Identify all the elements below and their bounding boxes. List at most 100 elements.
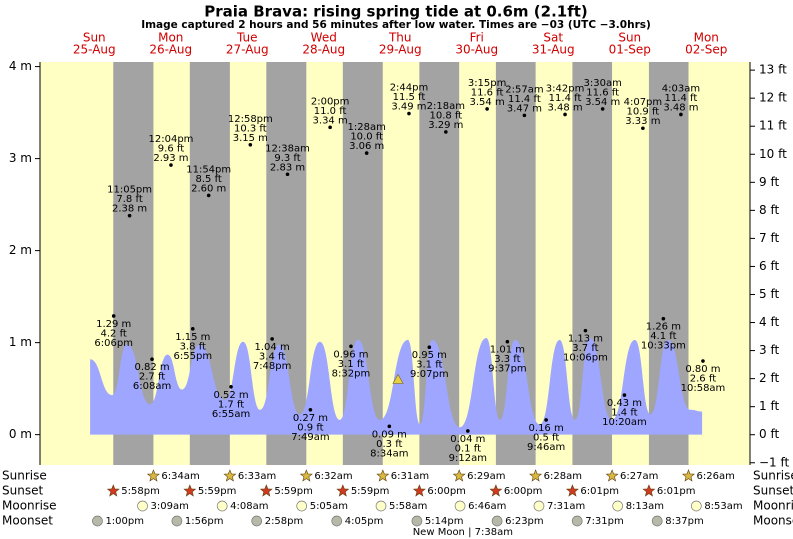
moonset-icon: [571, 515, 583, 527]
sunrise-icon: [146, 469, 160, 482]
tide-ft: 11.4 ft: [665, 93, 698, 104]
tide-time: 3:42pm: [546, 83, 585, 94]
tide-point: [308, 407, 313, 412]
day-name: Thu: [388, 31, 412, 45]
tide-ft: 10.0 ft: [350, 132, 383, 143]
row-label: Sunrise: [2, 469, 47, 483]
sunset-time: 5:59pm: [351, 486, 390, 497]
moonset-time: 8:37pm: [665, 516, 704, 527]
day-date: 27-Aug: [226, 43, 269, 57]
tide-point: [127, 213, 132, 218]
moonrise-icon: [216, 500, 228, 512]
tide-ft: 0.1 ft: [455, 443, 481, 454]
moonset-icon: [491, 515, 503, 527]
tide-ft: 7.8 ft: [116, 194, 142, 205]
tide-point: [641, 126, 645, 131]
y-tick-label: 4 m: [9, 59, 32, 73]
tide-height: 3.47 m: [507, 103, 542, 114]
sunrise-time: 6:34am: [161, 471, 199, 482]
tide-time: 7:48pm: [253, 361, 292, 372]
tide-time: 9:37pm: [488, 364, 527, 375]
tide-time: 12:04pm: [149, 134, 194, 145]
sunrise-icon: [299, 469, 313, 482]
moonrise-icon: [533, 500, 545, 512]
tide-time: 1:28am: [348, 122, 386, 133]
tide-height: 3.54 m: [470, 97, 505, 108]
row-label: Sunset: [753, 484, 793, 498]
tide-point: [544, 418, 548, 422]
y2-tick-label: −1 ft: [759, 455, 790, 469]
tide-time: 7:49am: [291, 432, 329, 443]
tide-time: 4:03am: [662, 83, 700, 94]
tide-height: 1.04 m: [255, 342, 290, 353]
moonrise-icon: [375, 500, 387, 512]
sunrise-icon: [529, 469, 543, 482]
tide-point: [600, 107, 605, 111]
tide-height: 1.15 m: [175, 332, 210, 343]
y2-tick-label: 12 ft: [759, 91, 787, 105]
tide-point: [427, 345, 432, 350]
sunrise-icon: [682, 469, 695, 482]
tide-ft: 0.3 ft: [376, 439, 402, 450]
tide-height: 1.13 m: [568, 334, 603, 345]
tide-point: [583, 328, 588, 333]
moonrise-time: 4:08am: [230, 501, 268, 512]
tide-ft: 3.1 ft: [338, 359, 364, 370]
moonset-icon: [411, 515, 423, 527]
tide-point: [522, 113, 527, 118]
tide-height: 0.04 m: [450, 434, 485, 445]
tide-ft: 8.5 ft: [196, 174, 222, 185]
tide-point: [466, 429, 470, 433]
tide-height: 0.52 m: [213, 390, 248, 401]
sunrise-icon: [223, 469, 237, 482]
tide-height: 3.49 m: [391, 102, 426, 113]
day-name: Sun: [618, 31, 641, 45]
tide-area: [90, 338, 703, 435]
tide-point: [407, 111, 411, 116]
moonrise-icon: [296, 500, 308, 512]
tide-ft: 2.6 ft: [690, 374, 716, 385]
tide-time: 8:32pm: [332, 368, 371, 379]
tide-time: 3:15pm: [468, 78, 507, 89]
tide-point: [387, 424, 392, 429]
tide-height: 3.15 m: [233, 133, 268, 144]
tide-height: 3.48 m: [547, 102, 582, 113]
tide-point: [229, 384, 233, 389]
day-date: 02-Sep: [685, 43, 727, 57]
row-label: Moonrise: [753, 499, 793, 513]
tide-ft: 11.5 ft: [393, 92, 426, 103]
tide-height: 3.29 m: [428, 120, 463, 131]
y2-tick-label: 9 ft: [759, 175, 779, 189]
tide-time: 2:18am: [427, 101, 465, 112]
tide-time: 3:30am: [583, 78, 621, 89]
moonset-time: 1:00pm: [105, 516, 144, 527]
moonset-time: 1:56pm: [185, 516, 224, 527]
tide-point: [190, 327, 195, 331]
day-date: 30-Aug: [455, 43, 498, 57]
moonrise-time: 6:46am: [468, 501, 506, 512]
moonrise-icon: [454, 500, 466, 512]
tide-time: 10:58am: [681, 383, 726, 394]
tide-point: [563, 112, 567, 117]
tide-ft: 10.3 ft: [234, 123, 267, 134]
day-name: Mon: [158, 31, 183, 45]
row-label: Moonset: [2, 514, 53, 528]
tide-time: 2:44pm: [390, 83, 429, 94]
day-name: Sat: [543, 31, 563, 45]
tide-time: 2:57am: [505, 84, 543, 95]
day-name: Fri: [470, 31, 484, 45]
row-label: Sunrise: [753, 469, 793, 483]
y2-tick-label: 3 ft: [759, 343, 779, 357]
tide-height: 0.80 m: [685, 364, 720, 375]
tide-point: [679, 112, 683, 117]
moonrise-icon: [137, 500, 148, 512]
tide-time: 2:00pm: [311, 96, 350, 107]
sunset-time: 6:00pm: [504, 486, 543, 497]
y2-tick-label: 7 ft: [759, 231, 779, 245]
tide-ft: 3.7 ft: [572, 343, 598, 354]
tide-ft: 9.6 ft: [158, 144, 184, 155]
tide-ft: 10.8 ft: [429, 110, 462, 121]
moonrise-time: 5:58am: [389, 501, 427, 512]
tide-time: 6:08am: [133, 381, 171, 392]
tide-point: [622, 393, 627, 397]
